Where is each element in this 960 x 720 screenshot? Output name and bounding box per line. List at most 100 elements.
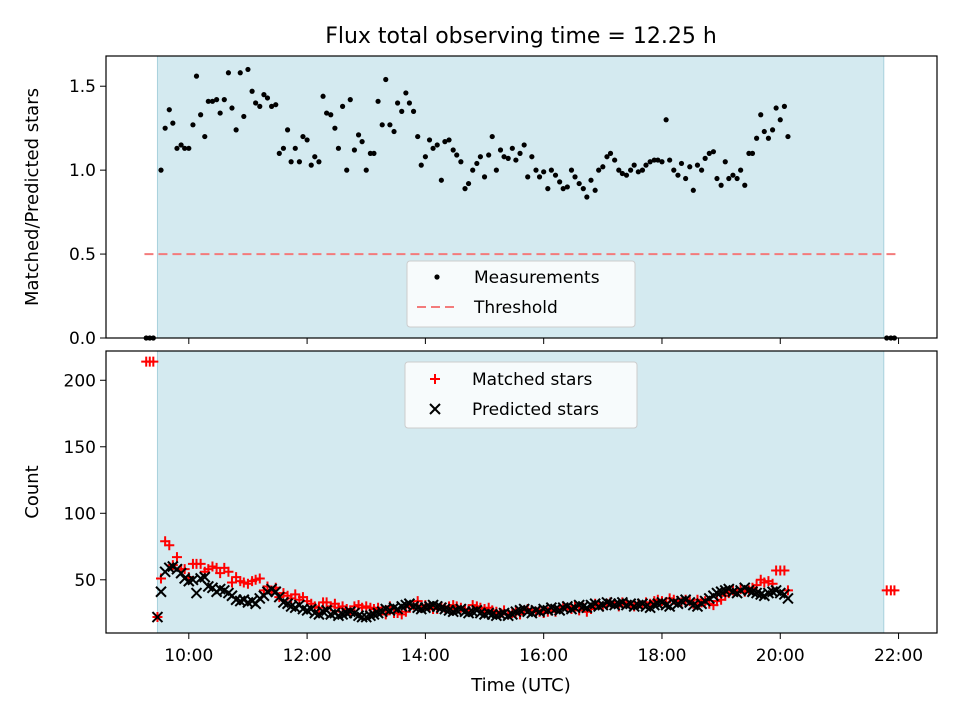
top-legend: Measurements Threshold bbox=[406, 260, 636, 328]
measurement-point bbox=[738, 167, 744, 173]
x-tick-label: 20:00 bbox=[756, 646, 805, 666]
measurement-point bbox=[410, 108, 417, 114]
matched-star-point bbox=[215, 568, 226, 579]
predicted-star-point bbox=[435, 602, 448, 614]
measurement-point bbox=[442, 139, 448, 145]
x-axis-label: Time (UTC) bbox=[470, 675, 571, 696]
bottom-legend: Matched stars Predicted stars bbox=[404, 361, 638, 429]
measurement-point bbox=[616, 167, 622, 173]
measurement-point bbox=[486, 152, 492, 158]
measurement-point bbox=[430, 145, 436, 151]
predicted-star-point bbox=[782, 592, 794, 605]
measurement-point bbox=[170, 120, 176, 126]
measurement-point bbox=[702, 155, 708, 161]
measurement-point bbox=[675, 172, 681, 178]
measurement-point bbox=[706, 150, 712, 156]
measurement-point bbox=[264, 95, 271, 101]
measurement-point bbox=[387, 122, 393, 128]
legend-box bbox=[404, 361, 638, 429]
measurement-point bbox=[214, 97, 220, 103]
measurement-point bbox=[276, 150, 282, 156]
measurement-point bbox=[726, 175, 732, 182]
measurement-point bbox=[269, 103, 275, 109]
measurement-point bbox=[533, 167, 539, 173]
measurement-point bbox=[182, 145, 188, 151]
measurement-point bbox=[233, 127, 239, 133]
measurement-point bbox=[193, 73, 200, 79]
measurement-point bbox=[659, 159, 665, 165]
measurement-point bbox=[300, 133, 306, 140]
measurement-point bbox=[742, 182, 748, 188]
bottom-panel: 50 100 150 200 10:00 12:00 14:00 16:00 18:00 20:… bbox=[22, 350, 938, 666]
legend-measurements-label: Measurements bbox=[474, 268, 600, 288]
measurement-point bbox=[296, 159, 303, 165]
measurement-point bbox=[734, 175, 740, 182]
measurement-point bbox=[545, 186, 551, 192]
x-tick-label: 10:00 bbox=[164, 646, 213, 666]
measurement-point bbox=[777, 117, 783, 123]
matched-star-point bbox=[171, 552, 182, 563]
legend-box bbox=[406, 260, 636, 328]
measurement-point bbox=[655, 157, 661, 163]
measurement-point bbox=[316, 159, 322, 165]
measurement-point bbox=[418, 162, 424, 168]
measurement-point bbox=[229, 105, 235, 111]
measurement-point bbox=[584, 194, 590, 200]
measurement-point bbox=[758, 112, 764, 118]
measurement-point bbox=[186, 145, 192, 151]
x-tick-label: 22:00 bbox=[874, 646, 923, 666]
matched-star-point bbox=[254, 573, 265, 584]
measurement-point bbox=[612, 157, 618, 163]
measurement-point bbox=[667, 157, 673, 163]
measurement-point bbox=[450, 147, 456, 153]
measurement-point bbox=[505, 155, 511, 161]
measurement-point bbox=[237, 70, 243, 76]
matched-star-point bbox=[148, 356, 159, 367]
measurement-point bbox=[785, 133, 791, 140]
measurement-point bbox=[253, 100, 259, 106]
top-panel: 0.0 0.5 1.0 1.5 Matched/Predicted stars Mea… bbox=[22, 55, 938, 349]
measurement-point bbox=[320, 93, 326, 99]
measurement-point bbox=[663, 117, 669, 123]
measurement-point bbox=[541, 169, 547, 175]
x-tick-label: 12:00 bbox=[283, 646, 332, 666]
matched-star-point bbox=[889, 585, 900, 596]
measurement-point bbox=[576, 180, 582, 187]
measurement-point bbox=[477, 154, 483, 160]
measurement-point bbox=[434, 142, 440, 148]
measurement-point bbox=[643, 162, 649, 168]
measurement-point bbox=[284, 127, 291, 133]
measurement-point bbox=[749, 150, 756, 156]
measurement-point bbox=[592, 187, 598, 193]
bottom-x-ticks: 10:00 12:00 14:00 16:00 18:00 20:00 22:00 bbox=[164, 633, 923, 666]
measurement-point bbox=[513, 157, 519, 163]
measurement-point bbox=[375, 98, 381, 104]
predicted-star-point bbox=[155, 586, 167, 598]
measurement-point bbox=[470, 167, 476, 173]
measurement-point bbox=[714, 175, 720, 182]
measurement-point bbox=[718, 182, 724, 188]
matched-star-point bbox=[195, 558, 206, 569]
predicted-star-point bbox=[190, 587, 203, 599]
measurement-point bbox=[446, 137, 452, 143]
measurement-point bbox=[493, 167, 499, 173]
measurement-point bbox=[158, 167, 164, 173]
measurement-point bbox=[694, 162, 701, 168]
measurement-point bbox=[205, 98, 211, 104]
measurement-point bbox=[324, 110, 330, 116]
measurement-point bbox=[564, 184, 570, 190]
matched-star-point bbox=[262, 581, 273, 592]
bottom-axes-frame bbox=[105, 350, 938, 634]
measurement-point bbox=[568, 167, 575, 173]
predicted-star-point bbox=[364, 610, 377, 622]
measurement-point bbox=[604, 154, 610, 160]
measurement-point bbox=[761, 128, 767, 135]
y-tick-label: 0.5 bbox=[69, 245, 96, 265]
measurement-point bbox=[257, 103, 263, 109]
measurement-point bbox=[379, 122, 385, 128]
measurement-point bbox=[698, 167, 705, 173]
measurement-point bbox=[548, 167, 554, 173]
measurement-point bbox=[588, 177, 594, 183]
measurement-point bbox=[174, 145, 180, 151]
